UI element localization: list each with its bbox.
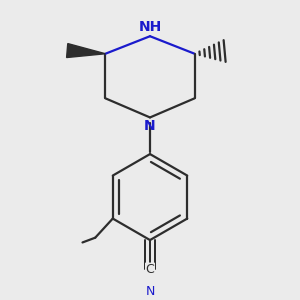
Text: N: N — [145, 284, 155, 298]
Text: NH: NH — [138, 20, 162, 34]
Text: C: C — [146, 263, 154, 276]
Text: N: N — [144, 119, 156, 134]
Polygon shape — [67, 44, 105, 58]
